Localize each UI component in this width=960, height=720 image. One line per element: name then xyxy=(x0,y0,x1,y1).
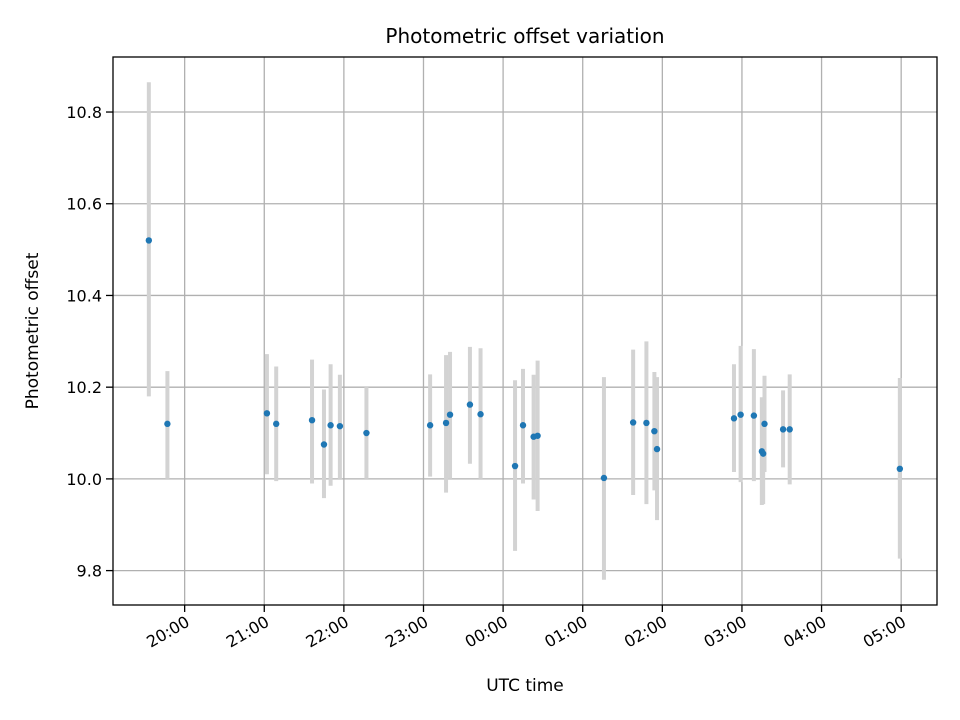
data-point xyxy=(363,429,370,437)
error-bars xyxy=(146,82,902,580)
data-point xyxy=(629,419,637,426)
data-point xyxy=(426,422,434,429)
chart-title: Photometric offset variation xyxy=(385,24,664,48)
x-tick-label: 21:00 xyxy=(223,612,272,652)
data-point xyxy=(600,474,608,482)
data-point xyxy=(643,419,650,427)
y-axis-label: Photometric offset xyxy=(23,252,43,409)
data-point xyxy=(164,420,171,428)
x-axis-ticks: 20:00 21:00 22:00 23:00 00:00 01:00 02:00 03:00… xyxy=(143,605,909,652)
data-point xyxy=(786,426,793,433)
plot-frame xyxy=(112,56,938,606)
x-tick-label: 02:00 xyxy=(621,612,670,652)
data-point xyxy=(511,462,519,470)
y-tick-label: 10.0 xyxy=(66,470,102,489)
data-point xyxy=(308,416,316,424)
data-point xyxy=(653,445,661,453)
data-point xyxy=(466,401,474,408)
data-point xyxy=(779,426,787,433)
data-point xyxy=(442,419,450,427)
data-point xyxy=(519,422,527,429)
data-points xyxy=(145,237,904,482)
x-tick-label: 05:00 xyxy=(860,612,909,652)
x-tick-label: 20:00 xyxy=(143,612,192,652)
data-point xyxy=(145,237,153,244)
data-point xyxy=(336,422,344,430)
y-tick-label: 10.8 xyxy=(66,103,102,122)
y-axis-ticks: 9.8 10.0 10.2 10.4 10.6 10.8 xyxy=(66,103,113,581)
data-point xyxy=(750,412,758,419)
grid xyxy=(113,57,937,605)
x-axis-label: UTC time xyxy=(486,676,564,696)
data-point xyxy=(534,432,541,439)
x-tick-label: 22:00 xyxy=(302,612,351,652)
y-tick-label: 9.8 xyxy=(77,562,102,581)
data-point xyxy=(759,450,767,457)
x-tick-label: 01:00 xyxy=(541,612,590,652)
data-point xyxy=(737,411,744,418)
data-point xyxy=(263,410,271,417)
y-tick-label: 10.6 xyxy=(66,195,102,214)
data-point xyxy=(651,427,658,435)
data-point xyxy=(761,420,768,428)
y-tick-label: 10.2 xyxy=(66,378,102,397)
data-point xyxy=(896,465,904,473)
x-tick-label: 00:00 xyxy=(462,612,511,652)
y-tick-label: 10.4 xyxy=(66,286,102,305)
data-point xyxy=(327,422,334,429)
x-tick-label: 03:00 xyxy=(701,612,750,652)
x-tick-label: 04:00 xyxy=(780,612,829,652)
data-point xyxy=(273,420,280,428)
data-point xyxy=(730,415,738,422)
x-tick-label: 23:00 xyxy=(382,612,431,652)
data-point xyxy=(320,441,328,448)
data-point xyxy=(446,411,454,418)
data-point xyxy=(477,411,484,418)
